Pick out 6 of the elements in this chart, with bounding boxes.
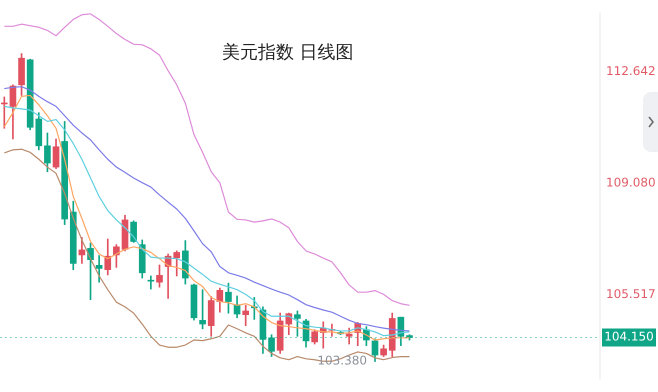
annotation: 103.380 [317,354,367,368]
y-tick-label: 105.517 [606,286,656,301]
text: 美元指数 日线图 [222,41,354,64]
y-tick-label: 109.080 [606,175,656,190]
y-tick-label: 112.642 [606,64,656,78]
ref-line-label: 104.150 [604,330,654,344]
